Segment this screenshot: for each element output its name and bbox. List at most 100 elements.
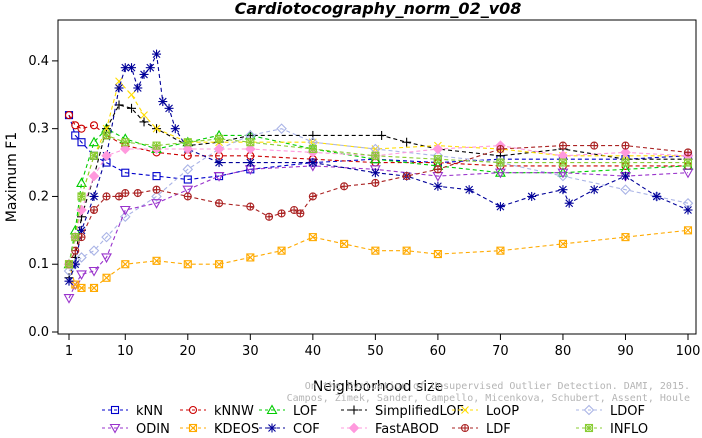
legend-marker-knnw	[188, 405, 198, 415]
data-point-odin	[88, 266, 100, 277]
data-point-cof	[164, 103, 174, 113]
data-point-odin	[151, 199, 162, 209]
data-point-inflo	[64, 260, 74, 269]
legend-label-inflo: INFLO	[610, 422, 648, 434]
data-point-kdeos	[433, 250, 442, 259]
data-point-cof	[152, 49, 162, 59]
data-point-kdeos	[277, 246, 286, 255]
data-point-ldf	[683, 148, 693, 157]
data-point-cof	[652, 191, 662, 201]
data-point-cof	[145, 63, 155, 73]
data-point-ldf	[296, 209, 305, 218]
data-point-cof	[114, 83, 124, 93]
data-point-loop	[102, 124, 111, 133]
data-point-cof	[89, 191, 99, 201]
data-point-fastabod	[101, 150, 112, 162]
data-point-loop	[140, 111, 148, 120]
series-line-knnw	[68, 114, 688, 167]
data-point-ldof	[101, 231, 112, 243]
series-ldf	[64, 141, 693, 269]
legend-marker-ldof	[583, 404, 595, 416]
legend-item-odin: ODIN	[102, 422, 170, 437]
x-tick-label: 100	[676, 344, 701, 359]
data-point-kdeos	[621, 233, 630, 242]
data-point-kdeos	[683, 226, 693, 235]
data-point-kdeos	[558, 239, 567, 248]
data-point-ldf	[402, 172, 411, 181]
data-point-inflo	[496, 158, 505, 167]
data-point-cof	[158, 97, 168, 107]
data-point-ldof	[557, 170, 569, 182]
series-simplifiedlof	[64, 100, 693, 283]
data-point-odin	[557, 168, 569, 179]
data-point-ldf	[183, 192, 192, 201]
x-tick-label: 10	[117, 344, 134, 359]
data-point-ldf	[277, 209, 286, 218]
data-point-knn	[183, 175, 192, 184]
data-point-inflo	[246, 138, 255, 147]
legend-marker-cof	[267, 423, 277, 433]
data-point-knnw	[77, 124, 86, 133]
data-point-ldof	[88, 245, 100, 256]
legend-marker-loop	[461, 406, 469, 414]
data-point-cof	[139, 69, 149, 79]
data-point-loop	[127, 90, 136, 99]
legend-marker-simplifiedlof	[349, 405, 359, 415]
series-kdeos	[64, 226, 693, 292]
data-point-ldf	[102, 192, 111, 201]
data-point-kdeos	[402, 246, 411, 255]
data-point-ldf	[308, 192, 317, 201]
legend-item-cof: COF	[259, 422, 320, 437]
data-point-ldf	[215, 199, 224, 208]
data-point-ldf	[71, 246, 80, 255]
data-point-cof	[170, 124, 180, 134]
data-point-ldf	[371, 178, 380, 187]
data-point-knnw	[71, 121, 80, 130]
legend-item-inflo: INFLO	[576, 422, 648, 437]
data-point-knn	[152, 172, 161, 181]
x-tick-label: 50	[367, 344, 384, 359]
data-point-kdeos	[89, 283, 99, 292]
data-point-kdeos	[77, 283, 86, 292]
x-axis-label: Neighborhood size	[313, 379, 443, 395]
data-point-inflo	[215, 134, 224, 143]
data-point-cof	[564, 198, 574, 208]
data-point-ldf	[290, 205, 299, 215]
legend-item-kdeos: KDEOS	[180, 422, 259, 437]
legend-label-ldof: LDOF	[610, 404, 645, 419]
data-point-lof	[76, 177, 87, 187]
data-point-ldf	[89, 205, 99, 215]
data-point-odin	[494, 168, 506, 179]
watermark-line2: Campos, Zimek, Sander, Campello, Micenko…	[287, 393, 690, 404]
data-point-cof	[308, 158, 318, 168]
data-point-simplifiedlof	[127, 103, 137, 113]
data-point-kdeos	[215, 260, 224, 269]
data-point-ldf	[265, 212, 274, 221]
chart-title: Cardiotocography_norm_02_v08	[235, 0, 522, 18]
x-tick-label: 60	[430, 344, 447, 359]
series-line-odin	[68, 165, 689, 299]
watermark-line1: On the Evaluation of Unsupervised Outlie…	[305, 381, 690, 392]
series-line-kdeos	[68, 229, 689, 289]
data-point-inflo	[77, 192, 86, 201]
data-point-cof	[370, 168, 380, 178]
x-tick-label: 1	[65, 344, 73, 359]
data-point-inflo	[89, 151, 99, 160]
series-line-simplifiedlof	[68, 104, 688, 278]
data-point-ldf	[496, 144, 505, 154]
legend-label-fastabod: FastABOD	[375, 422, 439, 434]
data-point-cof	[127, 63, 137, 73]
series-line-knn	[68, 114, 689, 181]
legend-label-knnw: kNNW	[214, 404, 254, 419]
legend-marker-ldf	[460, 423, 470, 433]
data-point-inflo	[71, 233, 80, 242]
data-point-inflo	[308, 144, 317, 154]
data-point-cof	[683, 205, 693, 215]
legend-item-knnw: kNNW	[180, 404, 254, 419]
data-point-ldf	[340, 182, 349, 191]
legend-item-lof: LOF	[259, 404, 318, 419]
data-point-ldof	[276, 123, 287, 134]
data-point-ldof	[151, 191, 162, 202]
series-inflo	[64, 131, 693, 269]
